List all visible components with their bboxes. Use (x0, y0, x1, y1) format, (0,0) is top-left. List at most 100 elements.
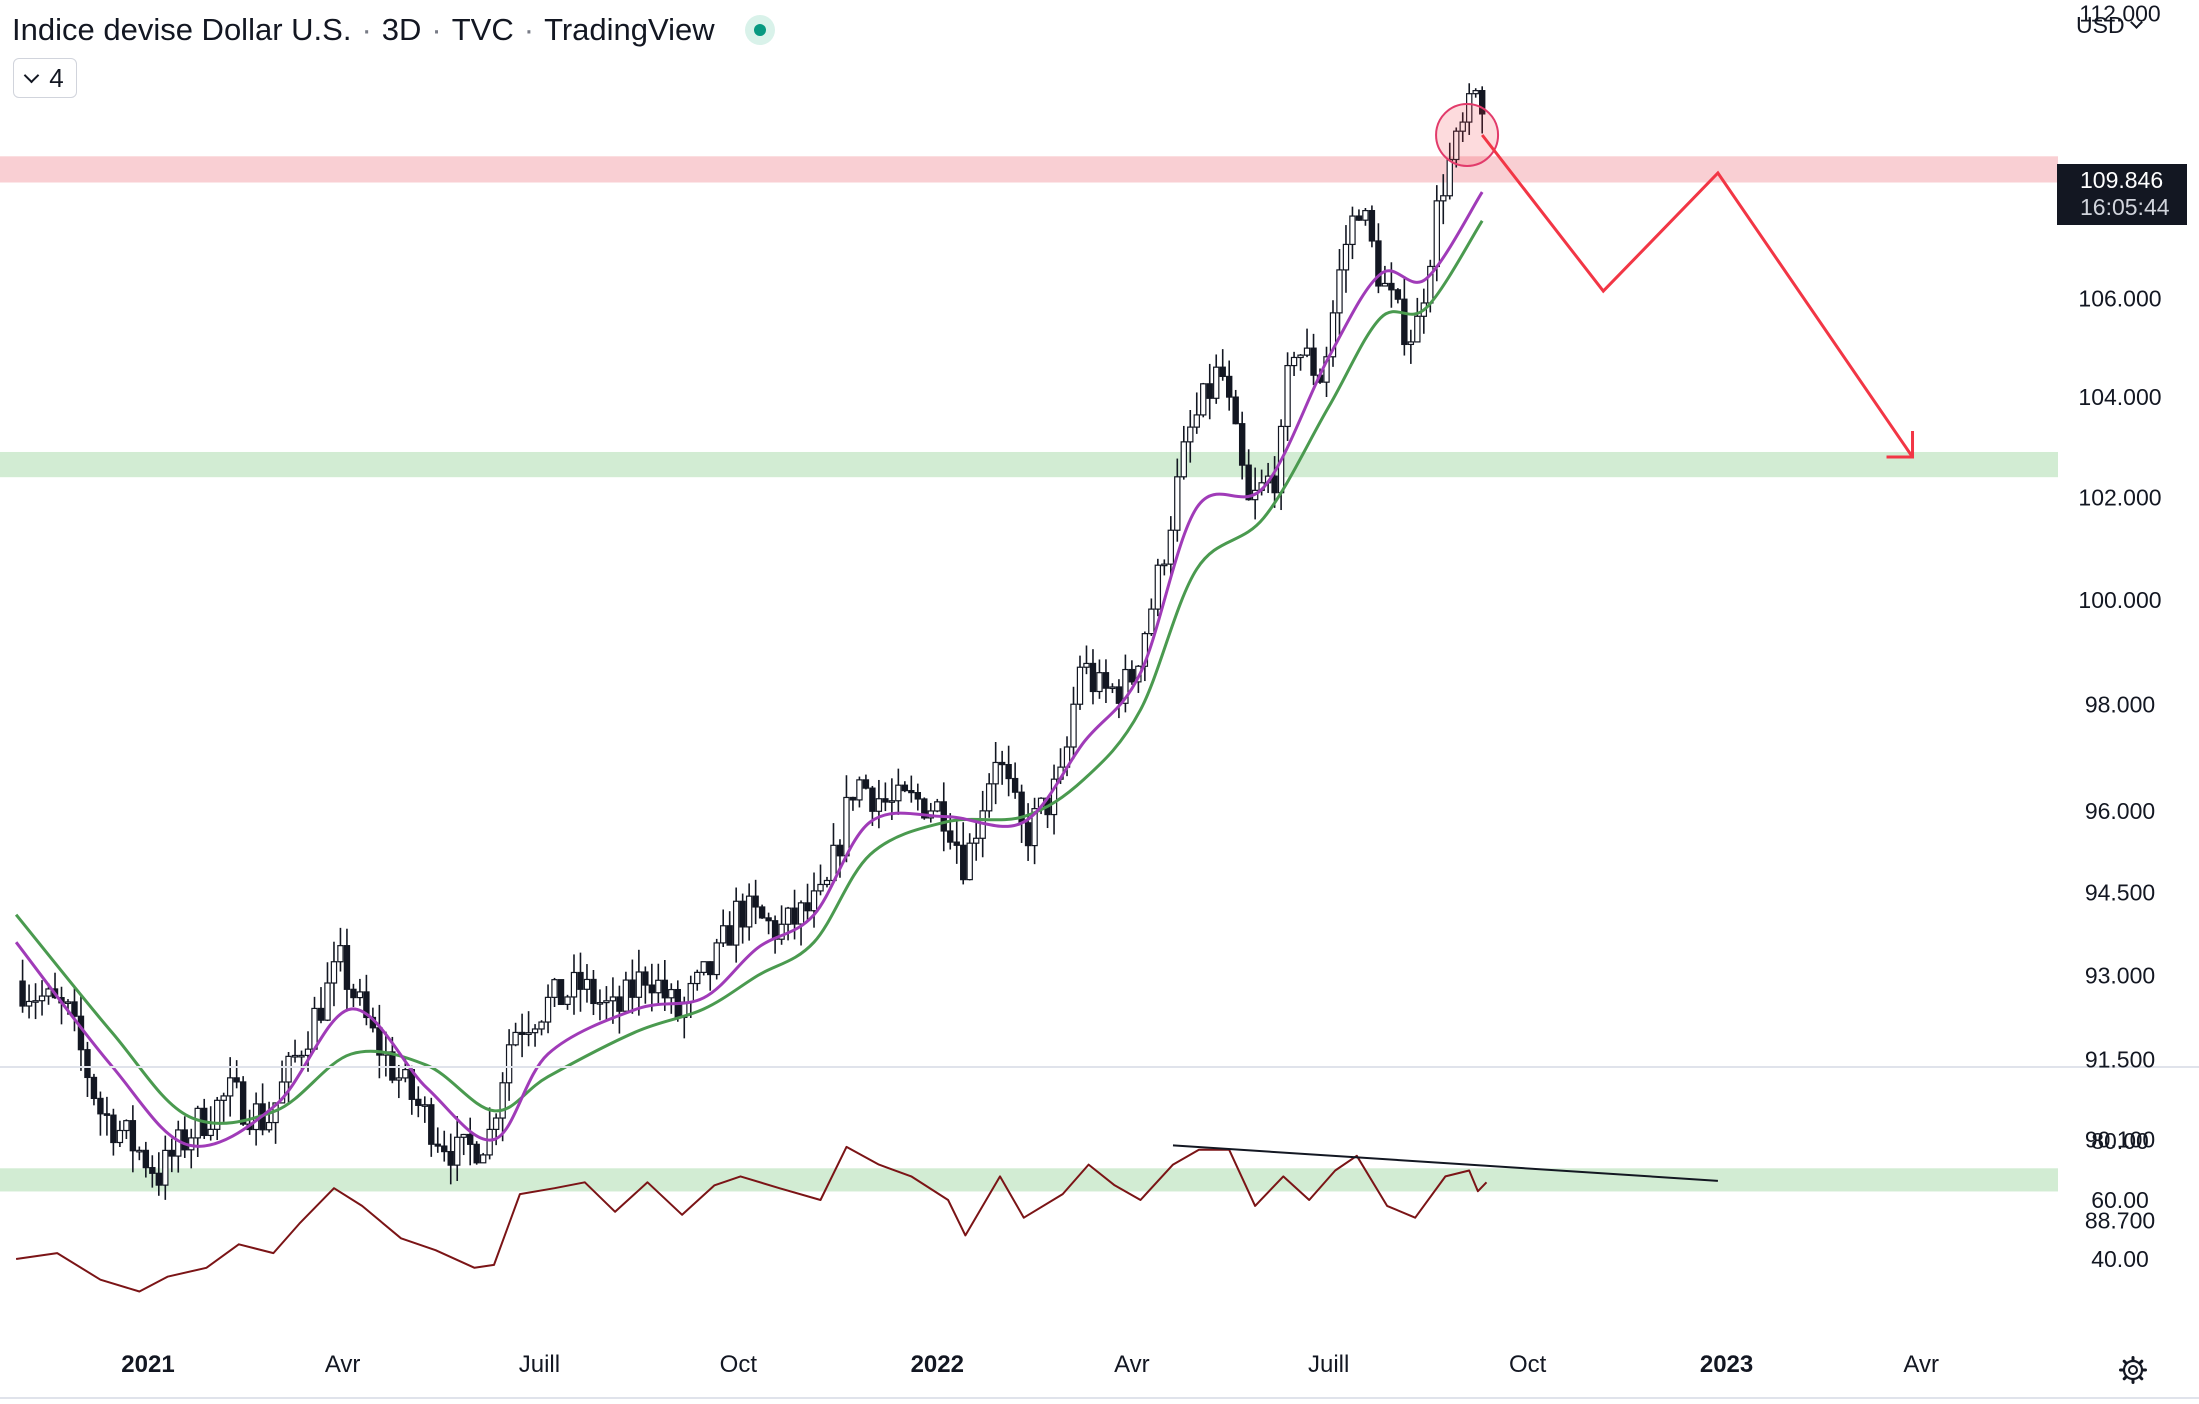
candle-body-up (1297, 354, 1304, 359)
candle (1167, 516, 1175, 578)
candle-body-up (330, 961, 338, 984)
candle (1238, 411, 1246, 480)
candle (661, 960, 669, 1011)
candle-body-up (622, 979, 630, 1012)
candle (162, 1135, 169, 1200)
candle-body-down (616, 996, 623, 1012)
separator: · (361, 12, 372, 47)
candle (1245, 449, 1252, 501)
candle-body-up (337, 945, 344, 963)
candle-body-up (512, 1031, 519, 1046)
candle-body-up (687, 982, 694, 1003)
candle (201, 1098, 208, 1139)
candle (259, 1083, 266, 1136)
candle (25, 984, 33, 1019)
candle (1148, 598, 1155, 636)
chevron-down-icon (2129, 16, 2143, 29)
publisher-label: TradingView (544, 12, 715, 47)
candle (233, 1060, 240, 1089)
candle (1089, 649, 1097, 705)
candle-body-up (609, 996, 617, 1002)
candle-body-up (1440, 195, 1447, 202)
candle (648, 963, 656, 1012)
symbol-name[interactable]: Indice devise Dollar U.S. (12, 12, 352, 47)
candle-body-up (45, 988, 52, 997)
candle (1031, 797, 1038, 865)
interval-label[interactable]: 3D (381, 12, 422, 47)
candle (175, 1120, 182, 1173)
candle (635, 949, 643, 1016)
candle (583, 964, 591, 1003)
candle (486, 1107, 493, 1160)
candle (447, 1133, 454, 1185)
candle (745, 883, 753, 941)
candle-body-up (694, 971, 701, 985)
candle-body-down (648, 984, 656, 994)
candle (557, 979, 565, 1006)
candle-body-down (317, 1007, 325, 1021)
gear-icon[interactable] (2118, 1355, 2148, 1385)
market-status-icon[interactable] (744, 15, 775, 45)
candle (1342, 225, 1350, 293)
candle (512, 1022, 519, 1047)
candle-body-up (668, 988, 675, 999)
candle (603, 986, 610, 1020)
candle (1232, 389, 1239, 425)
candle-body-down (473, 1143, 480, 1164)
candle-body-up (525, 1032, 532, 1036)
candle (97, 1091, 104, 1136)
currency-selector[interactable]: USD (2076, 8, 2143, 42)
candle (304, 1031, 312, 1072)
candle-body-down (661, 979, 669, 999)
candle (285, 1051, 292, 1105)
date-axis-label: Avr (1114, 1351, 1150, 1378)
price-axis-label: 102.000 (2078, 484, 2161, 510)
candle (707, 961, 714, 991)
candle (953, 820, 960, 864)
candle-body-up (1290, 356, 1298, 367)
candle-body-up (856, 779, 863, 801)
date-axis-label: Juill (1308, 1351, 1349, 1378)
candle-body-down (343, 945, 351, 990)
candle-body-up (285, 1055, 292, 1083)
candle (311, 996, 318, 1050)
candle-body-down (1128, 668, 1136, 683)
candle-body-up (116, 1129, 124, 1144)
candle (194, 1105, 201, 1158)
candle (616, 985, 623, 1034)
price-axis-label: 112.000 (2079, 0, 2160, 26)
separator: · (431, 12, 442, 47)
candle-body-down (869, 787, 876, 812)
candle (655, 963, 662, 1006)
candle (544, 984, 552, 1034)
candle-body-up (265, 1121, 273, 1131)
candle (901, 781, 909, 793)
candle-body-up (1446, 158, 1453, 197)
candle-body-up (1174, 476, 1181, 531)
candle-body-down (590, 978, 597, 1005)
candle (1011, 762, 1019, 799)
candle-body-down (434, 1143, 441, 1147)
candle (629, 959, 636, 1014)
candle (1193, 392, 1200, 434)
candle (570, 954, 578, 1015)
candle-body-down (908, 790, 915, 794)
candle (77, 995, 85, 1071)
price-axis-label: 104.000 (2078, 384, 2161, 410)
candle-body-down (84, 1049, 91, 1079)
candle-body-up (888, 800, 896, 803)
candle-body-up (531, 1028, 539, 1034)
candle (1303, 328, 1311, 358)
indicators-count: 4 (49, 62, 64, 93)
indicators-toggle-button[interactable]: 4 (13, 58, 77, 98)
candle-body-up (1336, 269, 1343, 314)
candle-body-up (895, 784, 902, 802)
candle-body-up (1050, 778, 1058, 816)
candle-body-up (1284, 364, 1291, 428)
zones-layer (0, 156, 2058, 1192)
candle (473, 1141, 480, 1165)
candle-body-up (278, 1081, 286, 1104)
candle-body-up (1122, 668, 1129, 704)
